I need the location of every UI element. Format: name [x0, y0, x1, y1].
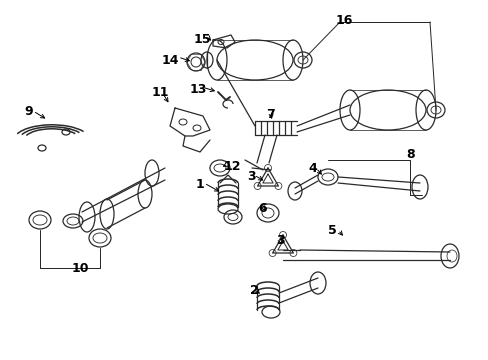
Text: 4: 4: [307, 162, 316, 175]
Text: 8: 8: [405, 148, 414, 161]
Text: 3: 3: [246, 170, 255, 183]
Text: 3: 3: [275, 234, 284, 247]
Text: 6: 6: [258, 202, 266, 215]
Text: 13: 13: [190, 83, 207, 96]
Text: 2: 2: [249, 284, 258, 297]
Text: 9: 9: [24, 105, 33, 118]
Text: 15: 15: [194, 33, 211, 46]
Text: 10: 10: [72, 262, 89, 275]
Text: 1: 1: [196, 178, 204, 191]
Text: 12: 12: [224, 160, 241, 173]
Text: 5: 5: [327, 224, 336, 237]
Text: 11: 11: [152, 86, 169, 99]
Text: 16: 16: [335, 14, 353, 27]
Text: 7: 7: [265, 108, 274, 121]
Text: 14: 14: [162, 54, 179, 67]
